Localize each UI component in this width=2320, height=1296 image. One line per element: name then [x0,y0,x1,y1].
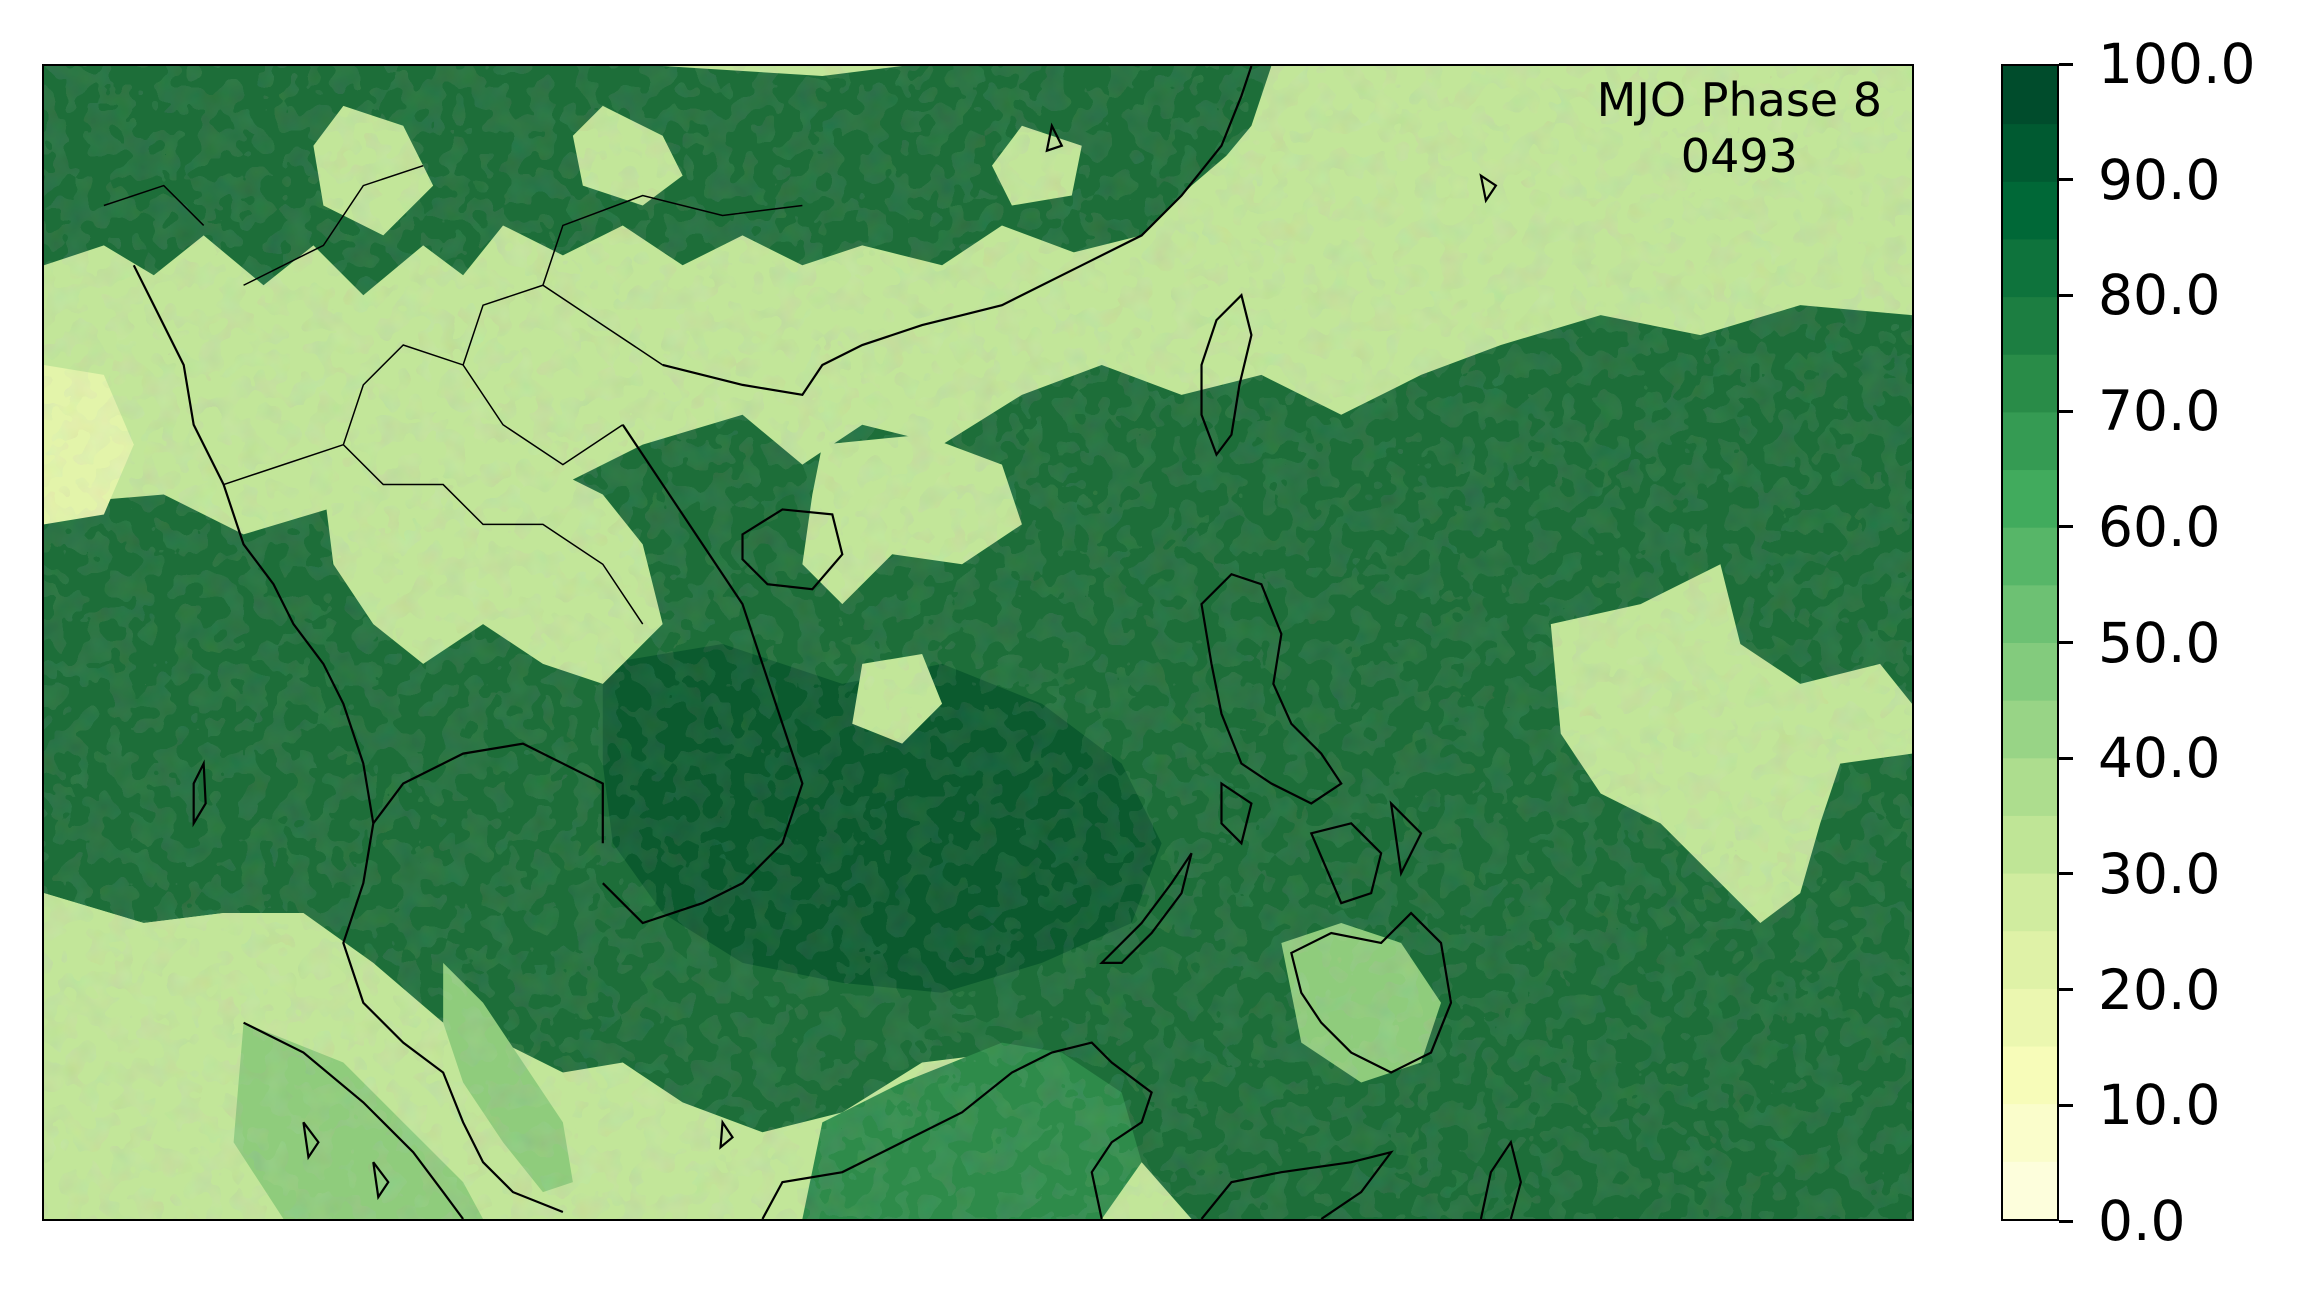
colorbar-tick-label: 40.0 [2098,726,2221,791]
colorbar-tick [2059,409,2073,413]
coast-luzon [1200,572,1343,805]
coast-sulawesi [1200,1150,1394,1219]
coast-mainland [132,264,564,1214]
colorbar-tick-label: 30.0 [2098,841,2221,906]
colorbar-band [2003,527,2057,586]
coast-visayas [1220,781,1423,905]
coast-gulf-thailand [372,742,604,844]
colorbar-band [2003,757,2057,816]
coast-vietnam [602,424,804,925]
colorbar-band [2003,238,2057,298]
coastlines [103,66,1522,1219]
colorbar-tick-label: 80.0 [2098,263,2221,328]
colorbar-band [2003,1046,2057,1105]
colorbar-band [2003,1161,2057,1219]
coast-mindanao [1290,911,1453,1074]
colorbar-gradient [2003,66,2057,1219]
probability-map [44,66,1912,1219]
colorbar-tick [2059,872,2073,876]
coast-hainan [741,508,844,591]
field-texture [44,66,1912,1219]
colorbar-tick [2059,1103,2073,1107]
colorbar-tick [2059,178,2073,182]
colorbar-band [2003,873,2057,932]
colorbar-band [2003,642,2057,701]
coast-borders [103,164,803,625]
colorbar-band [2003,988,2057,1047]
colorbar-band [2003,1103,2057,1162]
colorbar-tick-label: 20.0 [2098,957,2221,1022]
coast-palawan [1099,852,1193,964]
map-panel: MJO Phase 8 0493 [42,64,1914,1221]
colorbar-tick-label: 100.0 [2098,32,2256,96]
colorbar-tick [2059,525,2073,529]
colorbar-tick [2059,641,2073,644]
coast-borneo [761,1041,1153,1219]
colorbar-tick-label: 70.0 [2098,379,2221,444]
colorbar-band [2003,930,2057,989]
colorbar-band [2003,584,2057,643]
colorbar-tick [2059,62,2073,66]
colorbar-band [2003,815,2057,874]
coast-sumatra [243,1021,464,1219]
colorbar-tick-label: 90.0 [2098,147,2221,212]
colorbar-band [2003,123,2057,182]
colorbar-tick [2059,1219,2073,1223]
coast-islands [192,122,1498,1201]
colorbar-band [2003,354,2057,413]
map-annotation: MJO Phase 8 0493 [1597,72,1882,184]
colorbar-tick-label: 60.0 [2098,494,2221,559]
coast-china-south [662,66,1253,397]
colorbar-band [2003,66,2057,125]
colorbar-tick [2059,988,2073,992]
coast-taiwan [1200,293,1253,457]
coast-halmahera [1479,1139,1522,1219]
colorbar-band [2003,469,2057,528]
annotation-line1: MJO Phase 8 [1596,73,1882,127]
colorbar-tick-label: 0.0 [2098,1189,2186,1253]
colorbar-band [2003,296,2057,355]
colorbar-band [2003,700,2057,759]
colorbar-tick-label: 50.0 [2098,610,2221,675]
colorbar-tick [2059,293,2073,297]
colorbar-band [2003,181,2057,240]
colorbar [2001,64,2059,1221]
colorbar-band [2003,411,2057,471]
colorbar-tick-label: 10.0 [2098,1073,2221,1138]
annotation-line2: 0493 [1680,129,1798,183]
colorbar-tick [2059,756,2073,760]
